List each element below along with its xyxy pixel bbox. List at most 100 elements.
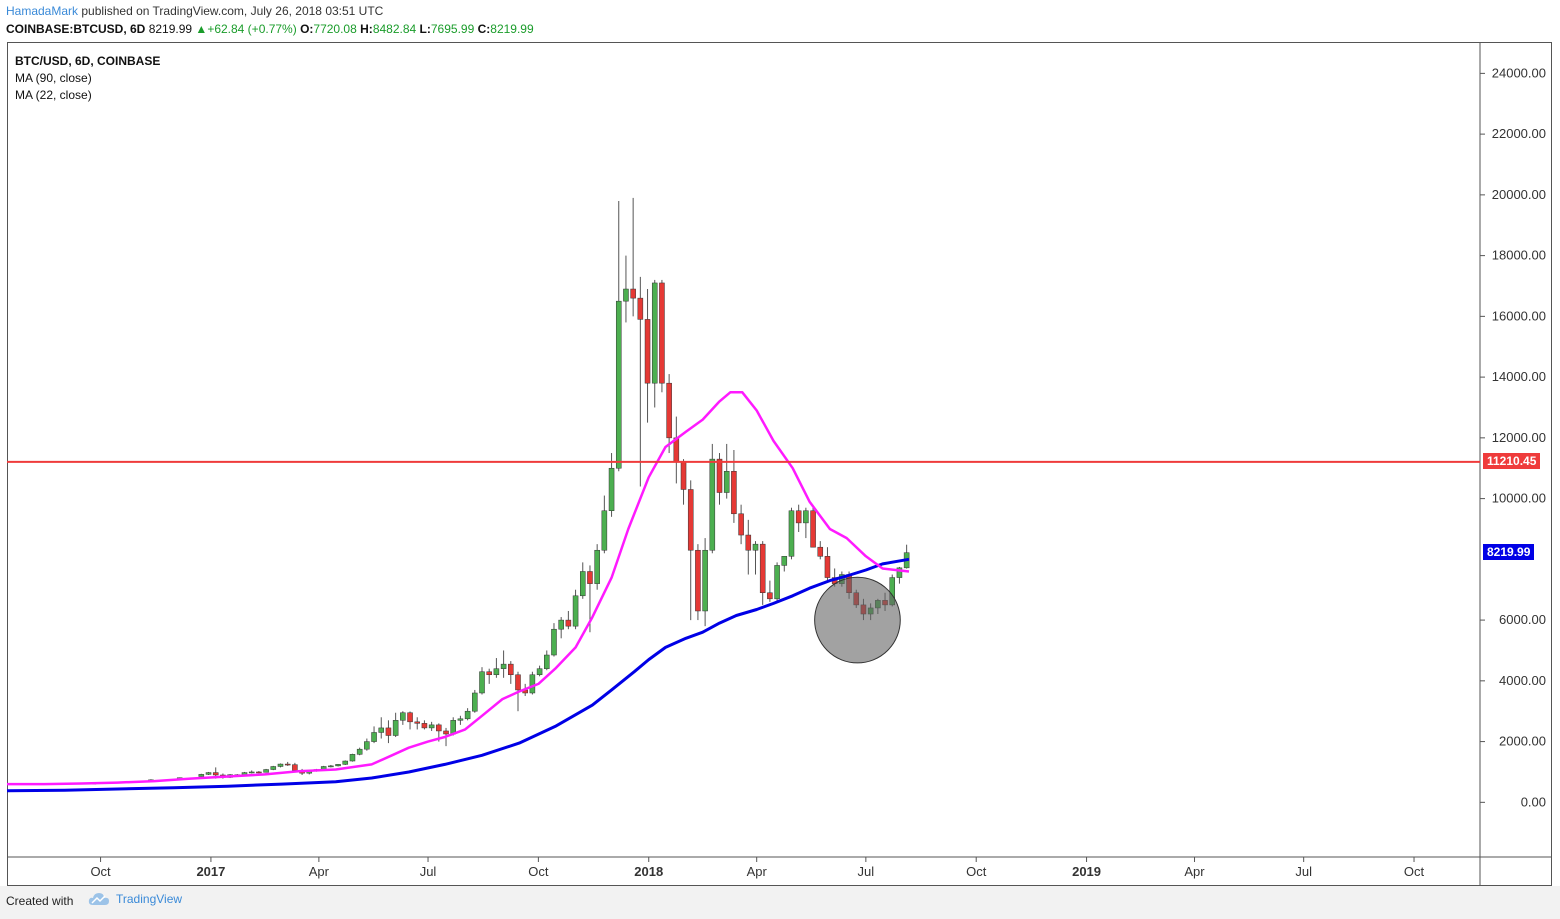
legend-ma22[interactable]: MA (22, close) — [15, 88, 92, 102]
last-price-tag: 8219.99 — [1483, 543, 1535, 560]
candle-body — [587, 571, 593, 584]
candle-body — [644, 319, 651, 384]
footer: Created with TradingView — [0, 886, 1560, 919]
y-tick-label: 0.00 — [1521, 794, 1546, 809]
x-tick-label: 2017 — [196, 864, 225, 879]
y-tick-label: 6000.00 — [1499, 612, 1546, 627]
candle-body — [731, 471, 737, 515]
candle-body — [436, 724, 442, 732]
candle-body — [536, 668, 543, 676]
x-tick-label: Oct — [90, 864, 111, 879]
close-label: C: — [477, 22, 491, 36]
candle-body — [500, 663, 507, 669]
author-link[interactable]: HamadaMark — [6, 4, 79, 18]
candle-body — [464, 710, 471, 720]
high-label: H: — [360, 22, 373, 36]
candle-body — [263, 769, 269, 773]
x-tick-label: Oct — [1404, 864, 1425, 879]
x-tick-label: 2019 — [1072, 864, 1101, 879]
candle-body — [709, 458, 716, 551]
candle-body — [392, 720, 399, 736]
created-with-text: Created with — [6, 894, 74, 908]
candle-body — [508, 663, 514, 676]
candle-body — [752, 543, 759, 551]
y-tick-label: 16000.00 — [1492, 308, 1546, 323]
candle-body — [385, 727, 392, 736]
x-tick-label: Apr — [309, 864, 330, 879]
y-tick-label: 14000.00 — [1492, 369, 1546, 384]
candle-body — [421, 723, 428, 729]
candle-body — [551, 628, 557, 656]
high-value: 8482.84 — [372, 22, 417, 36]
close-value: 8219.99 — [490, 22, 534, 36]
candle-body — [666, 382, 672, 439]
open-label: O: — [300, 22, 314, 36]
header: HamadaMark published on TradingView.com,… — [0, 0, 1560, 42]
y-tick-label: 24000.00 — [1492, 65, 1546, 80]
candle-body — [292, 764, 298, 771]
low-label: L: — [419, 22, 431, 36]
candle-body — [472, 692, 478, 712]
candle-body — [594, 549, 600, 584]
candle-body — [407, 712, 413, 723]
plot-area — [7, 197, 910, 793]
x-tick-label: Jul — [420, 864, 437, 879]
ma90-line — [7, 557, 910, 793]
tradingview-cloud-icon — [88, 893, 109, 905]
candle-body — [529, 674, 536, 694]
y-tick-label: 20000.00 — [1492, 187, 1546, 202]
ohlc-line: COINBASE:BTCUSD, 6D 8219.99 ▲+62.84 (+0.… — [6, 22, 534, 36]
candle-body — [579, 571, 586, 597]
chart-legend: BTC/USD, 6D, COINBASE MA (90, close) MA … — [15, 53, 160, 104]
brand-label: TradingView — [116, 892, 183, 906]
candle-body — [738, 513, 744, 536]
chart-frame[interactable] — [7, 42, 1552, 886]
highlight-circle — [814, 576, 901, 664]
candle-body — [615, 300, 622, 469]
symbol-label: COINBASE:BTCUSD, 6D — [6, 22, 146, 36]
candle-body — [270, 766, 277, 770]
x-tick-label: Oct — [528, 864, 549, 879]
candle-body — [680, 461, 687, 490]
legend-title[interactable]: BTC/USD, 6D, COINBASE — [15, 54, 161, 68]
candle-body — [716, 458, 723, 493]
change-value: +62.84 (+0.77%) — [207, 22, 297, 36]
candle-body — [400, 712, 406, 721]
candle-body — [198, 774, 205, 777]
candle-body — [493, 668, 500, 676]
x-tick-label: Apr — [1184, 864, 1205, 879]
candle-body — [256, 771, 262, 774]
published-text: published on TradingView.com, July 26, 2… — [81, 4, 384, 18]
y-tick-label: 22000.00 — [1492, 126, 1546, 141]
candle-body — [781, 556, 788, 566]
candle-body — [277, 763, 284, 767]
low-value: 7695.99 — [430, 22, 475, 36]
candle-body — [565, 619, 572, 627]
candle-body — [659, 282, 665, 384]
candle-body — [745, 534, 752, 551]
candle-body — [572, 595, 579, 627]
x-tick-label: Apr — [747, 864, 768, 879]
hline-price-tag: 11210.45 — [1483, 452, 1541, 469]
candle-body — [248, 771, 255, 774]
candle-body — [695, 549, 701, 612]
candle-body — [896, 567, 903, 578]
tradingview-link[interactable]: TradingView — [88, 892, 182, 906]
up-arrow-icon: ▲ — [195, 22, 208, 36]
candle-body — [212, 772, 219, 776]
candle-body — [486, 671, 492, 676]
last-price: 8219.99 — [148, 22, 193, 36]
y-tick-label: 4000.00 — [1499, 673, 1546, 688]
candle-body — [335, 764, 341, 767]
y-tick-label: 18000.00 — [1492, 248, 1546, 263]
candle-body — [824, 556, 831, 578]
candle-body — [702, 549, 708, 612]
candle-body — [443, 730, 449, 735]
candle-body — [205, 772, 212, 775]
legend-ma90[interactable]: MA (90, close) — [15, 71, 92, 85]
candle-body — [795, 510, 802, 524]
candle-body — [414, 721, 421, 724]
candle-body — [479, 671, 485, 694]
candle-body — [371, 732, 377, 742]
